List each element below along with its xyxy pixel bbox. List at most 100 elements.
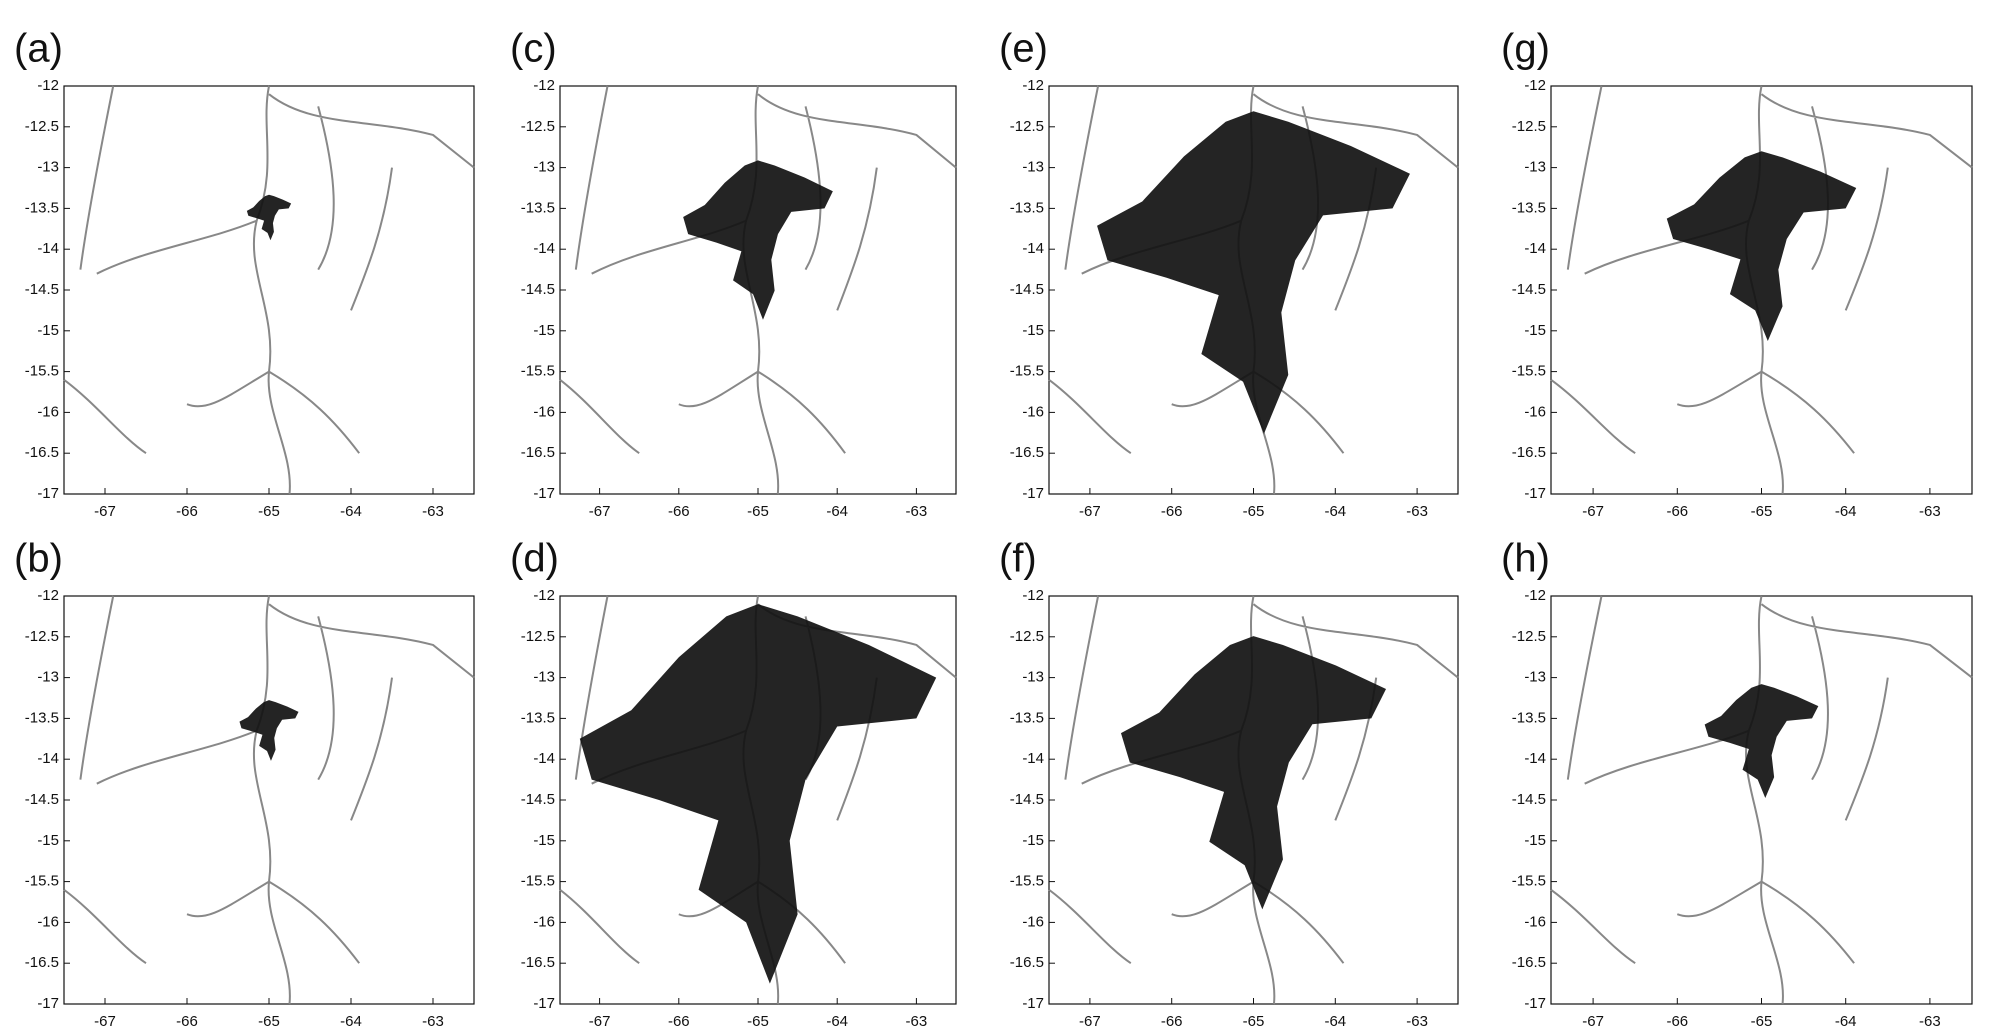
y-tick-label: -12.5 [521,628,555,645]
y-tick-label: -15.5 [1512,873,1546,890]
x-tick-label: -63 [906,1013,928,1030]
y-tick-label: -16 [1022,403,1044,420]
y-tick-label: -13.5 [1512,199,1546,216]
y-tick-label: -14 [1022,750,1044,767]
y-tick-label: -12.5 [25,628,59,645]
y-tick-label: -13 [1524,159,1546,176]
x-tick-label: -65 [747,1013,769,1030]
y-tick-label: -12 [37,77,59,94]
x-tick-label: -63 [1919,1013,1941,1030]
y-tick-label: -14 [37,240,59,257]
y-tick-label: -14.5 [25,281,59,298]
x-tick-label: -64 [1324,1013,1346,1030]
map-frame [63,595,475,1005]
x-tick-label: -63 [1919,503,1941,520]
panel-label: (b) [14,537,63,581]
y-tick-label: -16 [1022,913,1044,930]
panel-label: (c) [510,27,557,71]
y-tick-label: -15 [533,832,555,849]
y-tick-label: -13.5 [1512,709,1546,726]
x-tick-label: -65 [1751,503,1773,520]
y-tick-label: -12.5 [1512,628,1546,645]
y-tick-label: -13.5 [1010,199,1044,216]
panel-label: (e) [999,27,1048,71]
y-tick-label: -15 [37,322,59,339]
x-tick-label: -66 [1161,1013,1183,1030]
y-tick-label: -15.5 [521,363,555,380]
x-tick-label: -64 [826,503,848,520]
y-tick-label: -12.5 [25,118,59,135]
x-tick-label: -64 [1324,503,1346,520]
y-tick-label: -16.5 [25,444,59,461]
y-tick-label: -15.5 [1010,873,1044,890]
y-tick-label: -16.5 [521,444,555,461]
panel-label: (f) [999,537,1037,581]
x-tick-label: -64 [1835,1013,1857,1030]
y-tick-label: -14 [533,750,555,767]
y-tick-label: -14.5 [521,281,555,298]
x-tick-label: -65 [1751,1013,1773,1030]
flood-extent [683,160,833,320]
y-tick-label: -15.5 [25,873,59,890]
y-tick-label: -12.5 [521,118,555,135]
map-panel: (c) -67 -66 -65 -64 -63 -17 -16.5 -16 -15.5 -15 -14… [510,27,956,520]
x-tick-label: -65 [258,503,280,520]
x-tick-label: -64 [340,503,362,520]
y-tick-label: -13.5 [25,199,59,216]
y-tick-label: -16 [533,913,555,930]
map-panel: (e) -67 -66 -65 -64 -63 -17 -16.5 -16 -15.5 -15 -14… [999,27,1458,520]
y-tick-label: -14.5 [521,791,555,808]
y-tick-label: -12 [533,77,555,94]
y-tick-label: -17 [37,995,59,1012]
y-tick-label: -12.5 [1010,118,1044,135]
y-tick-label: -14.5 [1512,281,1546,298]
x-tick-label: -66 [1161,503,1183,520]
y-tick-label: -15 [1524,832,1546,849]
y-tick-label: -13 [37,159,59,176]
x-tick-label: -67 [1079,503,1101,520]
y-tick-label: -16.5 [1512,954,1546,971]
y-tick-label: -16 [1524,913,1546,930]
y-tick-label: -16.5 [1010,444,1044,461]
x-tick-label: -65 [1243,503,1265,520]
x-tick-label: -66 [668,1013,690,1030]
flood-extent [246,194,292,241]
y-tick-label: -14.5 [1010,281,1044,298]
x-tick-label: -66 [668,503,690,520]
y-tick-label: -13.5 [521,709,555,726]
y-tick-label: -15 [1022,832,1044,849]
y-tick-label: -16 [1524,403,1546,420]
x-tick-label: -65 [1243,1013,1265,1030]
y-tick-label: -16 [533,403,555,420]
x-tick-label: -64 [826,1013,848,1030]
y-tick-label: -12 [1022,77,1044,94]
x-tick-label: -67 [94,1013,116,1030]
flood-extent [1666,151,1857,341]
y-tick-label: -17 [533,995,555,1012]
map-panel: (f) -67 -66 -65 -64 -63 -17 -16.5 -16 -15.5 -15 -14… [999,537,1458,1030]
y-tick-label: -14 [1524,750,1546,767]
y-tick-label: -13 [1022,159,1044,176]
river-network [1551,596,1972,1004]
y-tick-label: -13 [533,159,555,176]
x-tick-label: -65 [258,1013,280,1030]
y-tick-label: -16.5 [1010,954,1044,971]
y-tick-label: -12 [533,587,555,604]
x-tick-label: -63 [422,503,444,520]
x-tick-label: -67 [589,503,611,520]
x-tick-label: -66 [1666,1013,1688,1030]
y-tick-label: -13 [37,669,59,686]
y-tick-label: -12 [1524,587,1546,604]
x-tick-label: -63 [422,1013,444,1030]
y-tick-label: -15 [1022,322,1044,339]
y-tick-label: -13.5 [1010,709,1044,726]
map-panel: (g) -67 -66 -65 -64 -63 -17 -16.5 -16 -15.5 -15 -14… [1501,27,1972,520]
x-tick-label: -63 [1406,503,1428,520]
map-frame [1550,595,1973,1005]
y-tick-label: -12.5 [1512,118,1546,135]
y-tick-label: -13.5 [25,709,59,726]
map-panel: (d) -67 -66 -65 -64 -63 -17 -16.5 -16 -15.5 -15 -14… [510,537,956,1030]
y-tick-label: -17 [1022,485,1044,502]
y-tick-label: -17 [37,485,59,502]
y-tick-label: -15.5 [1512,363,1546,380]
